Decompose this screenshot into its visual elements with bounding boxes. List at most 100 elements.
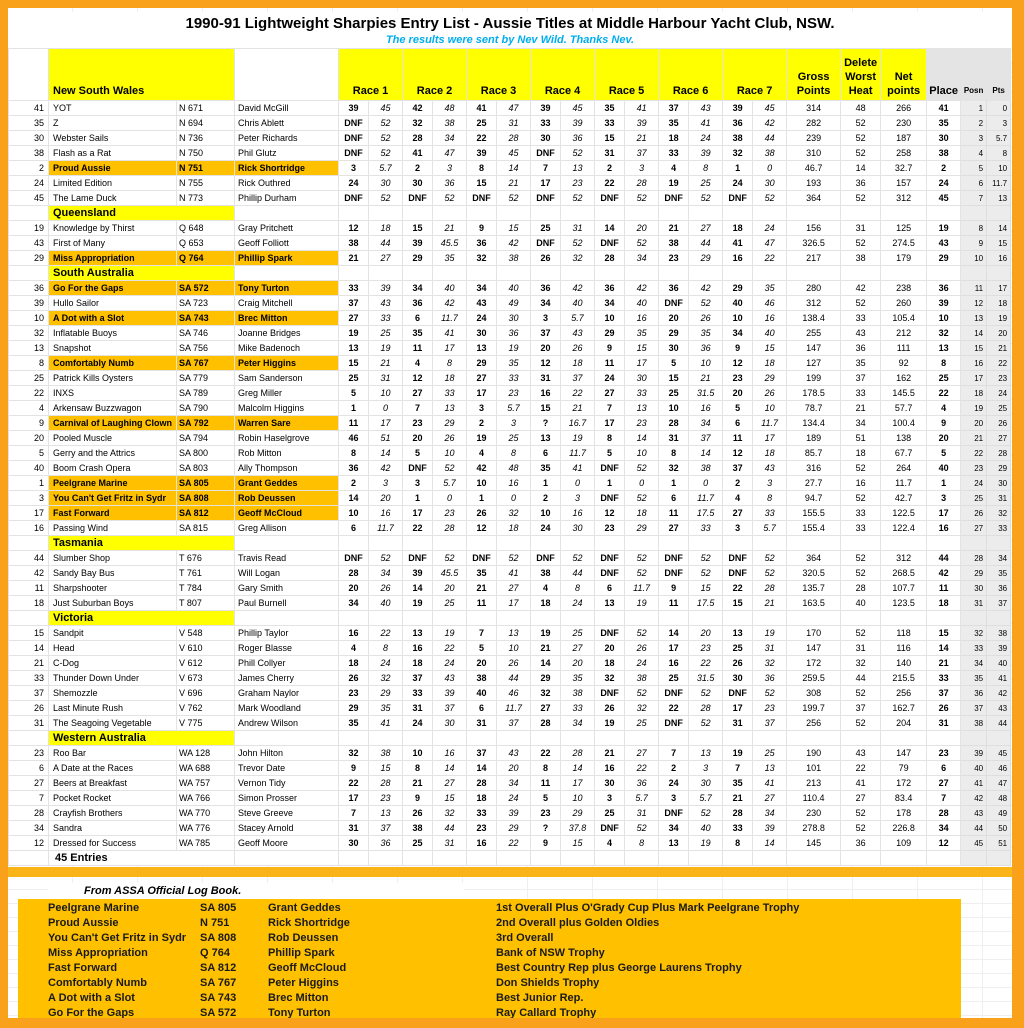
cell-boat-name: Slumber Shop [48, 550, 177, 566]
cell-gross-points: 312 [786, 295, 842, 311]
cell-race-position: 7 [594, 400, 626, 416]
header-num-spacer [8, 48, 49, 101]
cell-race-position: 37 [658, 100, 690, 116]
cell-race-points: 22 [367, 625, 404, 641]
cell-race-points: 0 [752, 160, 788, 176]
cell-overall-place: 18 [8, 595, 49, 611]
cell-overall-place: 1 [8, 475, 49, 491]
cell-overall-place: 42 [8, 565, 49, 581]
cell-boat-name: Gerry and the Attrics [48, 445, 177, 461]
cell-race-points: 33 [752, 505, 788, 521]
boat-row: 13 Snapshot SA 756 Mike Badenoch 13 19 11 17 13 1… [8, 340, 1012, 356]
cell-place: 16 [926, 520, 962, 536]
cell-race-position: 23 [722, 370, 754, 386]
cell-race-points: 32 [560, 250, 596, 266]
cell-race-points: 35 [432, 250, 468, 266]
cell-race-points: 13 [688, 745, 724, 761]
cell-race-position: 36 [594, 280, 626, 296]
cell-race-points: 8 [752, 490, 788, 506]
cell-net-points: 162.7 [880, 700, 928, 716]
cell-race-points: 45 [367, 100, 404, 116]
cell-overall-place: 25 [8, 370, 49, 386]
cell-net-points: 147 [880, 745, 928, 761]
cell-empty [367, 535, 404, 551]
cell-worst-heat: 52 [840, 190, 882, 206]
cell-race-position: 11 [722, 430, 754, 446]
cell-race-position: 28 [594, 250, 626, 266]
cell-race-points: 0 [432, 490, 468, 506]
cell-pts: 23 [986, 370, 1012, 386]
cell-empty [722, 205, 754, 221]
cell-race-points: 34 [367, 565, 404, 581]
log-skipper: Rob Deussen [268, 932, 339, 944]
cell-pts: 26 [986, 415, 1012, 431]
cell-sail-number: SA 790 [176, 400, 235, 416]
cell-empty [960, 205, 988, 221]
cell-place: 3 [926, 490, 962, 506]
cell-race-points: 21 [560, 400, 596, 416]
cell-empty [466, 265, 498, 281]
cell-pts: 47 [986, 775, 1012, 791]
cell-place: 26 [926, 700, 962, 716]
cell-race-position: 28 [722, 805, 754, 821]
cell-race-position: DNF [594, 550, 626, 566]
boat-row: 38 Flash as a Rat N 750 Phil Glutz DNF 52 41 47… [8, 145, 1012, 161]
cell-race-points: 24 [688, 130, 724, 146]
cell-gross-points: 134.4 [786, 415, 842, 431]
cell-empty [926, 850, 962, 866]
cell-race-position: 34 [466, 280, 498, 296]
cell-race-points: 52 [496, 550, 532, 566]
cell-race-points: 52 [624, 565, 660, 581]
cell-overall-place: 9 [8, 415, 49, 431]
cell-race-position: 18 [530, 595, 562, 611]
boat-row: 26 Last Minute Rush V 762 Mark Woodland 29 35… [8, 700, 1012, 716]
cell-race-position: 40 [722, 295, 754, 311]
cell-net-points: 212 [880, 325, 928, 341]
cell-pts: 49 [986, 805, 1012, 821]
cell-race-points: 16 [560, 505, 596, 521]
cell-skipper: Rob Mitton [234, 445, 339, 461]
cell-net-points: 105.4 [880, 310, 928, 326]
cell-race-points: 45 [752, 100, 788, 116]
cell-race-position: 34 [402, 280, 434, 296]
cell-race-points: 52 [560, 190, 596, 206]
cell-race-position: 29 [722, 280, 754, 296]
cell-overall-place: 40 [8, 460, 49, 476]
boat-row: 42 Sandy Bay Bus T 761 Will Logan 28 34 39 45.5… [8, 565, 1012, 581]
cell-posn: 42 [960, 790, 988, 806]
cell-race-position: 22 [338, 775, 369, 791]
cell-race-position: 24 [594, 370, 626, 386]
cell-net-points: 268.5 [880, 565, 928, 581]
cell-empty [466, 850, 498, 866]
cell-empty [338, 610, 369, 626]
cell-race-position: 16 [594, 760, 626, 776]
log-award: 3rd Overall [496, 932, 554, 944]
cell-overall-place: 2 [8, 160, 49, 176]
cell-gross-points: 364 [786, 550, 842, 566]
boat-row: 30 Webster Sails N 736 Peter Richards DNF 52 2… [8, 130, 1012, 146]
cell-boat-name: Inflatable Buoys [48, 325, 177, 341]
cell-race-points: 37 [367, 820, 404, 836]
cell-race-position: DNF [658, 715, 690, 731]
cell-place: 36 [926, 280, 962, 296]
cell-race-position: DNF [466, 550, 498, 566]
cell-pts: 38 [986, 625, 1012, 641]
cell-race-position: 19 [658, 175, 690, 191]
cell-race-position: 20 [722, 385, 754, 401]
cell-race-points: 39 [367, 280, 404, 296]
cell-pts: 41 [986, 670, 1012, 686]
cell-gross-points: 172 [786, 655, 842, 671]
cell-empty [840, 535, 882, 551]
cell-race-points: 37 [496, 715, 532, 731]
section-header: Tasmania [48, 535, 235, 551]
cell-race-points: 43 [432, 670, 468, 686]
cell-empty [530, 535, 562, 551]
cell-race-points: 39 [752, 820, 788, 836]
log-boat-name: Proud Aussie [48, 917, 119, 929]
cell-worst-heat: 52 [840, 565, 882, 581]
cell-pts: 50 [986, 820, 1012, 836]
cell-worst-heat: 18 [840, 445, 882, 461]
cell-worst-heat: 28 [840, 580, 882, 596]
cell-pts: 27 [986, 430, 1012, 446]
cell-race-position: 6 [466, 700, 498, 716]
